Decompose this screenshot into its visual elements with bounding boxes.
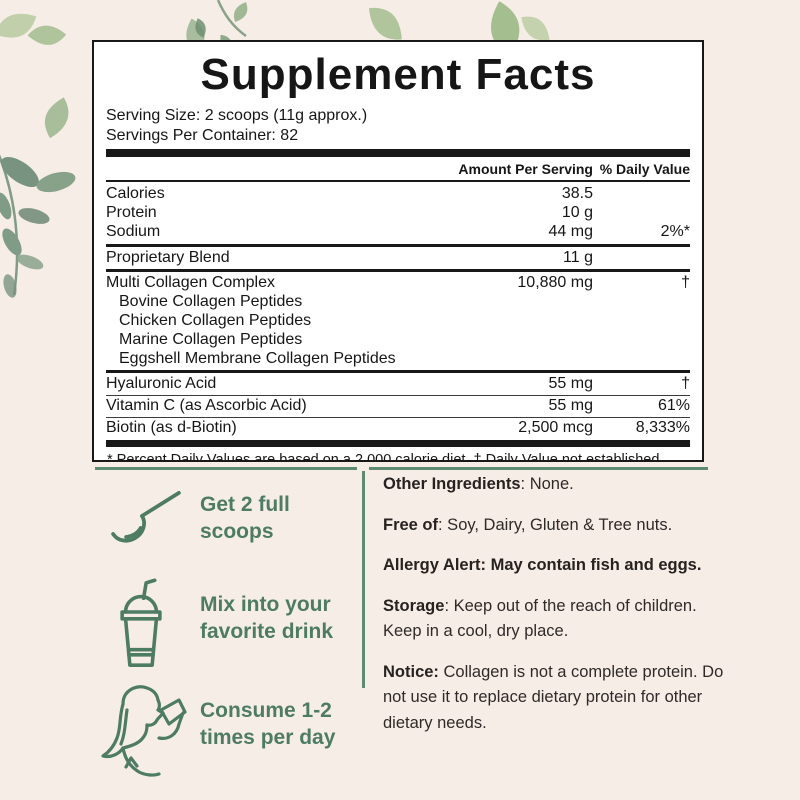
direction-label-consume: Consume 1-2 times per day — [200, 699, 336, 749]
supplement-facts-panel: Supplement Facts Serving Size: 2 scoops … — [92, 40, 704, 462]
nutrient-row-bovine-collagen: Bovine Collagen Peptides — [119, 293, 303, 311]
green-divider-horizontal-right — [369, 467, 708, 470]
section-divider — [106, 370, 690, 374]
nutrient-row-chicken-collagen: Chicken Collagen Peptides — [119, 312, 312, 329]
nutrient-row-biotin: Biotin (as d-Biotin) 2,500 mcg 8,333% — [106, 418, 690, 436]
allergy-alert-note: Allergy Alert: May contain fish and eggs… — [383, 556, 702, 575]
nutrient-row-eggshell-collagen: Eggshell Membrane Collagen Peptides — [119, 349, 396, 367]
info-notes-column: Other Ingredients: None. Free of: Soy, D… — [383, 472, 728, 752]
leaf-sprig — [191, 0, 252, 52]
nutrient-row-multi-collagen-complex: Multi Collagen Complex 10,880 mg † — [106, 274, 690, 292]
thick-divider-bar — [106, 439, 690, 447]
direction-label-mix: Mix into your favorite drink — [200, 593, 334, 643]
shaker-cup-icon — [112, 576, 170, 677]
direction-label-scoops: Get 2 full scoops — [200, 493, 290, 543]
row-divider — [106, 416, 690, 418]
section-divider — [106, 269, 690, 273]
nutrient-row-calories: Calories 38.5 — [106, 185, 593, 203]
nutrient-row-sodium: Sodium 44 mg 2%* — [106, 222, 690, 240]
nutrient-row-vitamin-c: Vitamin C (as Ascorbic Acid) 55 mg 61% — [106, 397, 690, 415]
nutrient-row-marine-collagen: Marine Collagen Peptides — [119, 330, 303, 348]
green-divider-vertical — [362, 471, 365, 688]
panel-title: Supplement Facts — [200, 50, 596, 99]
notice-note: Notice: Collagen is not a complete prote… — [383, 662, 724, 732]
facts-column-headers: Amount Per Serving % Daily Value — [106, 157, 690, 183]
nutrient-row-protein: Protein 10 g — [106, 204, 593, 222]
serving-size: Serving Size: 2 scoops (11g approx.) — [106, 107, 368, 125]
scoop-icon — [96, 480, 188, 555]
storage-note: Storage: Keep out of the reach of childr… — [383, 596, 697, 641]
row-divider — [106, 395, 690, 397]
daily-value-footnote: * Percent Daily Values are based on a 2,… — [107, 451, 664, 462]
nutrient-row-hyaluronic-acid: Hyaluronic Acid 55 mg † — [106, 375, 690, 393]
free-of-note: Free of: Soy, Dairy, Gluten & Tree nuts. — [383, 515, 673, 534]
other-ingredients-note: Other Ingredients: None. — [383, 475, 574, 493]
thick-divider-bar — [106, 149, 690, 158]
eucalyptus-branch — [0, 154, 76, 298]
nutrient-row-proprietary-blend: Proprietary Blend 11 g — [106, 248, 593, 266]
green-divider-horizontal-left — [95, 467, 357, 470]
column-header-amount: Amount Per Serving — [458, 161, 593, 178]
section-divider — [106, 243, 690, 247]
servings-per-container: Servings Per Container: 82 — [106, 126, 299, 144]
person-drinking-icon — [93, 680, 193, 785]
column-header-daily-value: % Daily Value — [599, 161, 690, 178]
